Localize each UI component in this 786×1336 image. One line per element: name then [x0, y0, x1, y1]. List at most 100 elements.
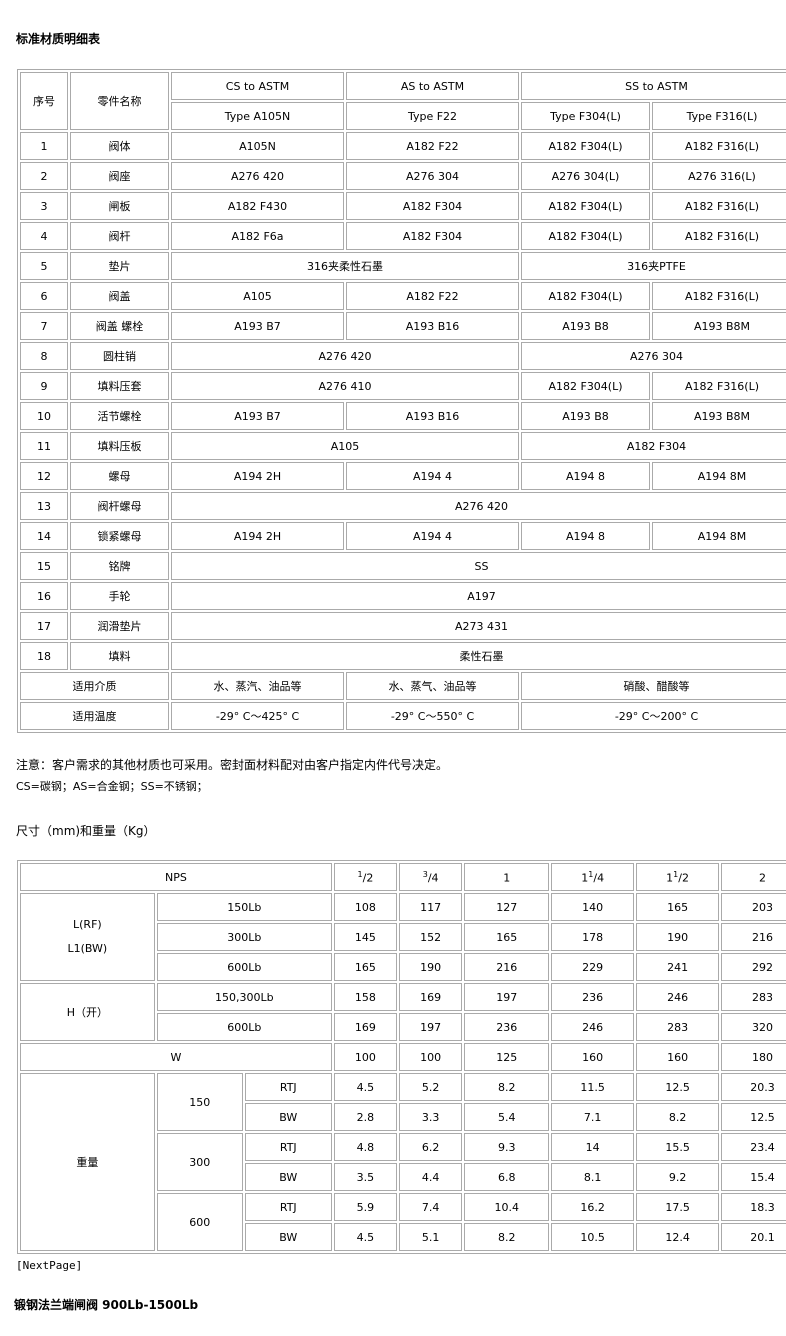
- table-cell: A276 304: [521, 342, 786, 370]
- nps-whole: 1: [581, 871, 589, 885]
- table-row: 14 锁紧螺母 A194 2H A194 4 A194 8 A194 8M: [20, 522, 786, 550]
- table-row: 17 润滑垫片 A273 431: [20, 612, 786, 640]
- table-cell: 16.2: [551, 1193, 635, 1221]
- table-row: 序号 零件名称 CS to ASTM AS to ASTM SS to ASTM: [20, 72, 786, 130]
- table-cell: A182 F22: [346, 282, 519, 310]
- table-cell: 4: [20, 222, 68, 250]
- table-row: BW 4.5 5.1 8.2 10.5 12.4 20.1: [20, 1223, 786, 1251]
- table-cell: A193 B7: [171, 312, 344, 340]
- table-row: 12 螺母 A194 2H A194 4 A194 8 A194 8M: [20, 462, 786, 490]
- table-cell: 7.4: [399, 1193, 463, 1221]
- table-row: 11 填料压板 A105 A182 F304: [20, 432, 786, 460]
- table-cell: 18: [20, 642, 68, 670]
- nps-whole: 1: [666, 871, 674, 885]
- table-cell: SS: [171, 552, 786, 580]
- table-cell: A182 F304(L): [521, 132, 650, 160]
- table-cell: 2: [20, 162, 68, 190]
- table-cell: 活节螺栓: [70, 402, 169, 430]
- note-line: 注意：客户需求的其他材质也可采用。密封面材料配对由客户指定内件代号决定。: [16, 758, 449, 772]
- table-cell: 4.8: [333, 1133, 398, 1161]
- table-cell: A194 8: [521, 462, 650, 490]
- table-cell: 100: [399, 1043, 463, 1071]
- table-cell: A194 2H: [171, 522, 344, 550]
- table-cell: A182 F316(L): [652, 222, 786, 250]
- table-cell: A194 2H: [171, 462, 344, 490]
- table-cell: 203: [721, 893, 786, 921]
- table-cell: 垫片: [70, 252, 169, 280]
- table-cell: 169: [333, 1013, 398, 1041]
- table-cell: 阀座: [70, 162, 169, 190]
- table-cell: 152: [399, 923, 463, 951]
- table-cell: 6.8: [464, 1163, 550, 1191]
- column-header: CS to ASTM: [171, 72, 344, 100]
- table-cell: 140: [551, 893, 635, 921]
- table-cell: RTJ: [244, 1073, 332, 1101]
- table-cell: 23.4: [721, 1133, 786, 1161]
- table-row: 600 RTJ 5.9 7.4 10.4 16.2 17.5 18.3: [20, 1193, 786, 1251]
- table-cell: 阀杆: [70, 222, 169, 250]
- table-cell: 阀体: [70, 132, 169, 160]
- table-cell: 10.5: [551, 1223, 635, 1251]
- table-cell: 600Lb: [156, 1013, 332, 1041]
- table-cell: BW: [244, 1223, 332, 1251]
- table-cell: 填料压套: [70, 372, 169, 400]
- table-cell: 8.2: [464, 1073, 550, 1101]
- table-cell: A276 420: [171, 162, 344, 190]
- nps-denominator: /2: [678, 871, 689, 885]
- row-group-label-line: L(RF): [73, 918, 102, 931]
- table-row: 13 阀杆螺母 A276 420: [20, 492, 786, 520]
- table-cell: 阀盖 螺栓: [70, 312, 169, 340]
- table-cell: 14: [20, 522, 68, 550]
- table-row: H（开） 150,300Lb 158 169 197 236 246 283: [20, 983, 786, 1041]
- table-cell: 158: [333, 983, 398, 1011]
- table-row: 3 闸板 A182 F430 A182 F304 A182 F304(L) A182 F3…: [20, 192, 786, 220]
- table-cell: 18.3: [721, 1193, 786, 1221]
- table-cell: 9.3: [464, 1133, 550, 1161]
- table-cell: 20.3: [721, 1073, 786, 1101]
- table-row: 9 填料压套 A276 410 A182 F304(L) A182 F316(L): [20, 372, 786, 400]
- table-cell: A182 F304: [346, 192, 519, 220]
- table-cell: 16: [20, 582, 68, 610]
- table-cell: 283: [636, 1013, 720, 1041]
- table-cell: 5.4: [464, 1103, 550, 1131]
- table-cell: 1: [20, 132, 68, 160]
- table-row: 300 RTJ 4.8 6.2 9.3 14 15.5 23.4: [20, 1133, 786, 1191]
- table-cell: 127: [464, 893, 550, 921]
- table-cell: A193 B8M: [652, 402, 786, 430]
- table-cell: 316夹柔性石墨: [171, 252, 519, 280]
- table-cell: A182 F304: [346, 222, 519, 250]
- table-cell: 润滑垫片: [70, 612, 169, 640]
- table-cell: 11: [20, 432, 68, 460]
- table-cell: 246: [636, 983, 720, 1011]
- table-cell: 600Lb: [156, 953, 332, 981]
- table-cell: 适用介质: [20, 672, 169, 700]
- column-header: 序号: [20, 72, 68, 130]
- table-cell: A194 8: [521, 522, 650, 550]
- table-cell: -29° C～425° C: [171, 702, 344, 730]
- table-cell: A182 F430: [171, 192, 344, 220]
- nps-header: 3/4: [399, 863, 463, 891]
- table-row: 5 垫片 316夹柔性石墨 316夹PTFE: [20, 252, 786, 280]
- table-row: 重量 150 RTJ 4.5 5.2 8.2 11.5 12.5 20.3: [20, 1073, 786, 1251]
- table-cell: A182 F316(L): [652, 132, 786, 160]
- table-cell: A276 420: [171, 492, 786, 520]
- next-page-link[interactable]: [NextPage]: [16, 1259, 83, 1272]
- table-cell: 197: [399, 1013, 463, 1041]
- nps-header: 11/4: [551, 863, 635, 891]
- table-cell: 150Lb: [156, 893, 332, 921]
- table-row: 600Lb 169 197 236 246 283 320: [20, 1013, 786, 1041]
- table-cell: A194 8M: [652, 462, 786, 490]
- table-cell: 12.4: [636, 1223, 720, 1251]
- table-row: Type A105N Type F22 Type F304(L) Type F316(…: [20, 102, 786, 130]
- nps-numerator: 1: [357, 869, 363, 879]
- table-row: 4 阀杆 A182 F6a A182 F304 A182 F304(L) A182 F31…: [20, 222, 786, 250]
- table-cell: A276 410: [171, 372, 519, 400]
- table-cell: 手轮: [70, 582, 169, 610]
- table-cell: A193 B16: [346, 312, 519, 340]
- table-cell: 15.5: [636, 1133, 720, 1161]
- table-cell: 锁紧螺母: [70, 522, 169, 550]
- nps-denominator: /4: [593, 871, 605, 885]
- table-cell: 柔性石墨: [171, 642, 786, 670]
- table-cell: 292: [721, 953, 786, 981]
- table-cell: 117: [399, 893, 463, 921]
